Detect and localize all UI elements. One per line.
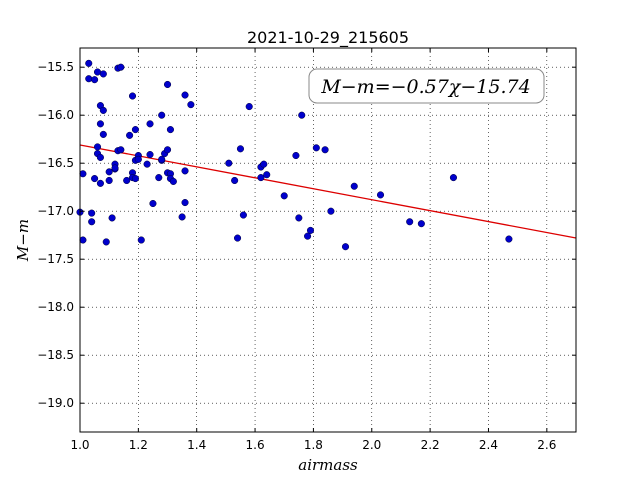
data-point <box>131 126 139 134</box>
data-point <box>79 236 87 244</box>
data-point <box>327 207 335 215</box>
data-point <box>155 174 163 182</box>
data-point <box>231 176 239 185</box>
data-point <box>105 168 113 176</box>
data-point <box>123 176 131 185</box>
data-point <box>91 175 99 183</box>
data-point <box>163 80 172 89</box>
data-point <box>158 155 166 163</box>
data-point <box>406 218 414 226</box>
data-point <box>91 76 99 84</box>
y-tick-labels: −15.5 −16.0 −16.5 −17.0 −17.5 −18.0 −18.5 −19.0 <box>37 60 74 410</box>
data-point <box>102 238 110 246</box>
x-tick-label: 1.0 <box>70 438 89 452</box>
data-point <box>225 159 233 167</box>
y-tick-label: −18.5 <box>37 348 74 362</box>
data-point <box>99 70 107 78</box>
data-point <box>163 146 172 154</box>
data-point <box>505 235 513 243</box>
axis-ticks <box>79 48 576 432</box>
y-tick-label: −16.0 <box>37 108 74 122</box>
data-point <box>158 111 166 119</box>
data-point <box>304 232 312 240</box>
x-tick-labels: 1.0 1.2 1.4 1.6 1.8 2.0 2.2 2.4 2.6 <box>70 438 556 452</box>
data-point <box>96 153 104 161</box>
data-point <box>128 92 137 100</box>
x-tick-label: 2.2 <box>421 438 440 452</box>
data-point <box>292 151 300 160</box>
data-point <box>350 182 358 190</box>
data-point <box>312 144 320 152</box>
x-tick-label: 2.0 <box>362 438 381 452</box>
data-point <box>146 151 154 159</box>
data-point <box>178 213 186 221</box>
fit-legend: M−m=−0.57χ−15.74 <box>308 68 545 104</box>
y-tick-label: −17.0 <box>37 204 74 218</box>
data-point <box>105 176 113 185</box>
data-point <box>96 120 104 128</box>
data-point <box>236 145 245 153</box>
data-point <box>321 146 329 154</box>
data-point <box>449 174 458 182</box>
data-point <box>239 211 247 219</box>
x-tick-label: 1.8 <box>304 438 323 452</box>
data-point <box>341 243 350 251</box>
y-axis-label: M−m <box>14 219 32 262</box>
data-point <box>79 170 87 178</box>
chart-title: 2021-10-29_215605 <box>247 28 409 48</box>
data-point <box>143 160 151 168</box>
data-point <box>111 164 119 172</box>
data-point <box>108 214 116 222</box>
y-tick-label: −16.5 <box>37 156 74 170</box>
scatter-points <box>76 59 513 251</box>
data-point <box>376 191 385 199</box>
data-point <box>166 126 174 134</box>
x-tick-label: 2.4 <box>479 438 498 452</box>
data-point <box>131 175 139 183</box>
data-point <box>134 155 142 163</box>
y-tick-label: −18.0 <box>37 300 74 314</box>
data-point <box>169 177 177 185</box>
y-tick-label: −17.5 <box>37 252 74 266</box>
data-point <box>126 131 134 139</box>
fit-equation: M−m=−0.57χ−15.74 <box>320 76 530 98</box>
x-tick-label: 2.6 <box>537 438 556 452</box>
data-point <box>117 63 125 71</box>
data-point <box>181 167 189 175</box>
data-point <box>85 75 93 83</box>
x-axis-label: airmass <box>298 456 358 474</box>
data-point <box>181 199 189 207</box>
data-point <box>85 59 93 67</box>
data-point <box>257 174 265 182</box>
data-point <box>149 199 157 208</box>
x-tick-label: 1.6 <box>246 438 265 452</box>
x-tick-label: 1.2 <box>129 438 148 452</box>
data-point <box>88 209 96 217</box>
data-point <box>417 220 425 228</box>
legend-box <box>308 68 545 104</box>
data-point <box>93 143 102 151</box>
data-point <box>181 91 189 99</box>
data-point <box>146 120 154 128</box>
data-point <box>117 146 125 154</box>
data-point <box>99 106 107 114</box>
y-tick-label: −15.5 <box>37 60 74 74</box>
data-point <box>245 103 253 111</box>
data-point <box>298 111 306 119</box>
x-tick-label: 1.4 <box>187 438 206 452</box>
data-point <box>234 234 242 242</box>
data-point <box>137 236 145 244</box>
data-point <box>187 101 195 109</box>
plot-frame <box>79 47 577 433</box>
y-tick-label: −19.0 <box>37 396 74 410</box>
data-point <box>306 226 315 234</box>
data-point <box>88 218 96 226</box>
data-point <box>96 179 104 187</box>
data-point <box>295 214 303 222</box>
data-point <box>263 171 271 179</box>
data-point <box>280 192 288 200</box>
data-point <box>99 130 107 138</box>
data-point <box>260 160 268 168</box>
